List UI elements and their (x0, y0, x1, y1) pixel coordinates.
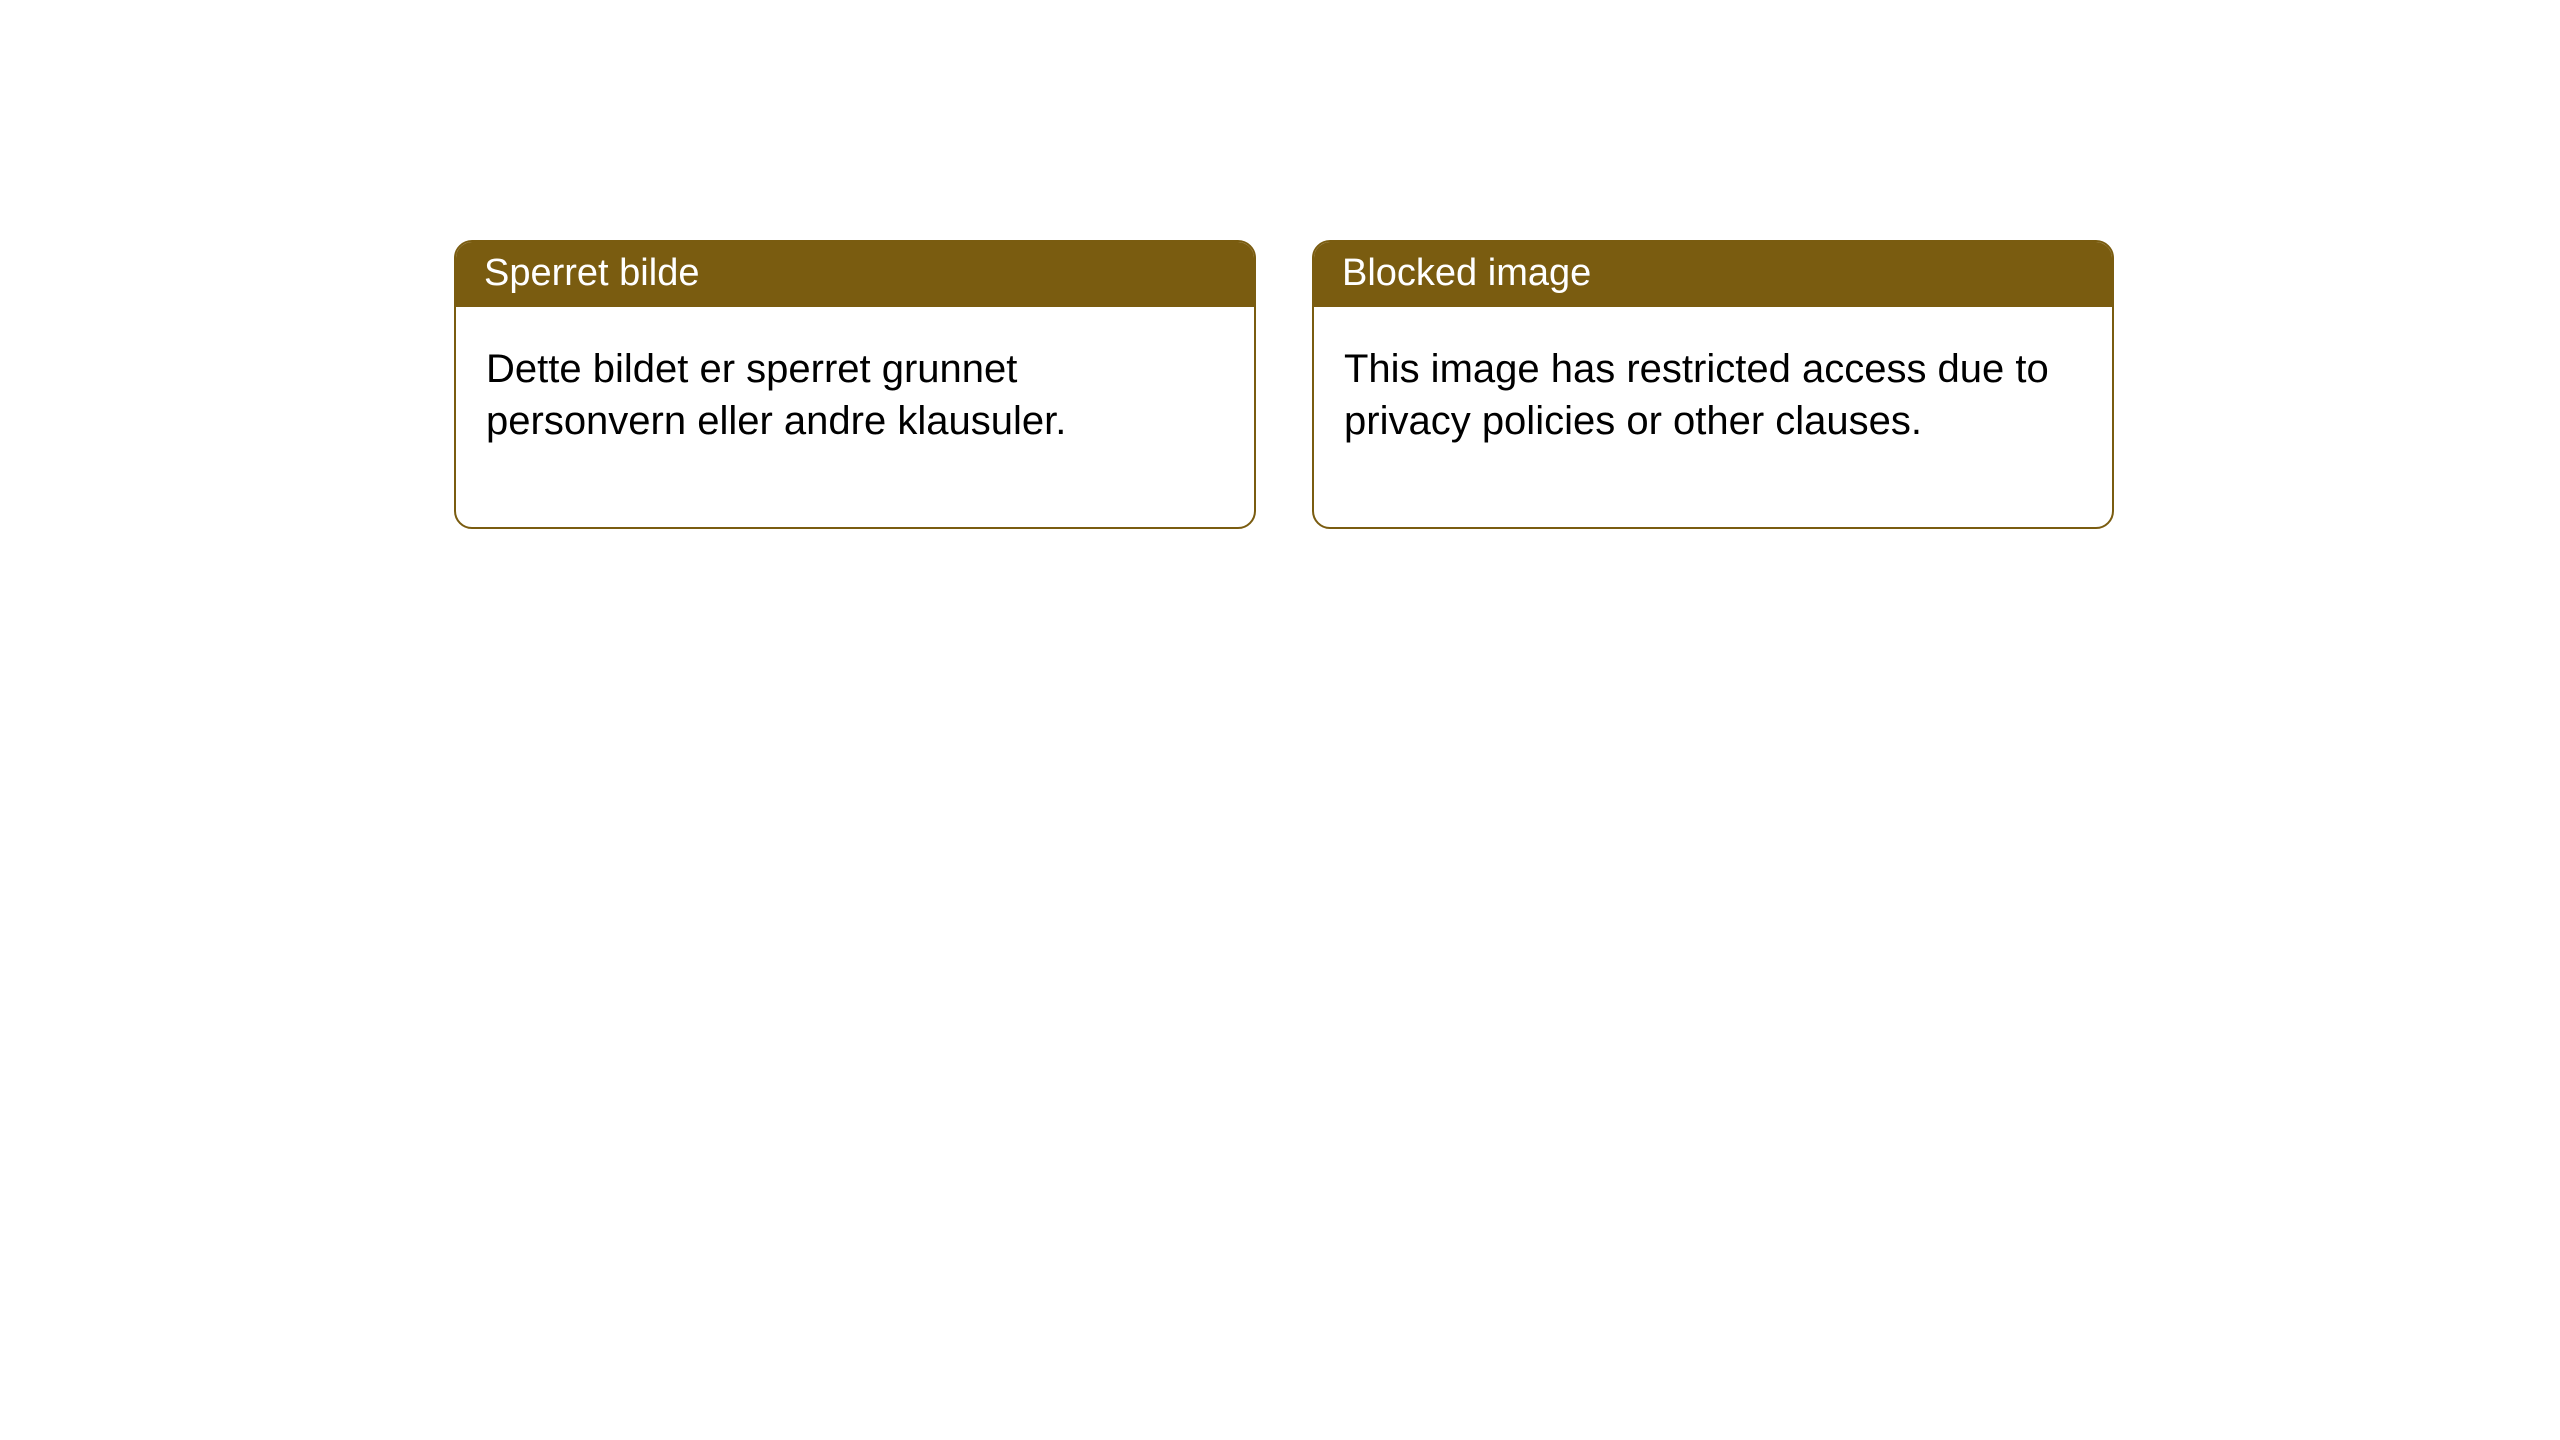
card-body: Dette bildet er sperret grunnet personve… (456, 307, 1254, 527)
card-body: This image has restricted access due to … (1314, 307, 2112, 527)
card-header: Sperret bilde (456, 242, 1254, 307)
notice-card-norwegian: Sperret bilde Dette bildet er sperret gr… (454, 240, 1256, 529)
notice-cards-container: Sperret bilde Dette bildet er sperret gr… (454, 240, 2560, 529)
card-header: Blocked image (1314, 242, 2112, 307)
notice-card-english: Blocked image This image has restricted … (1312, 240, 2114, 529)
